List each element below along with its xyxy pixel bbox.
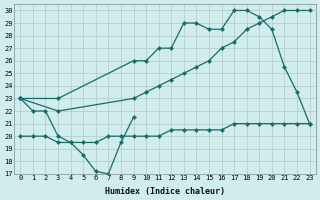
X-axis label: Humidex (Indice chaleur): Humidex (Indice chaleur) xyxy=(105,187,225,196)
